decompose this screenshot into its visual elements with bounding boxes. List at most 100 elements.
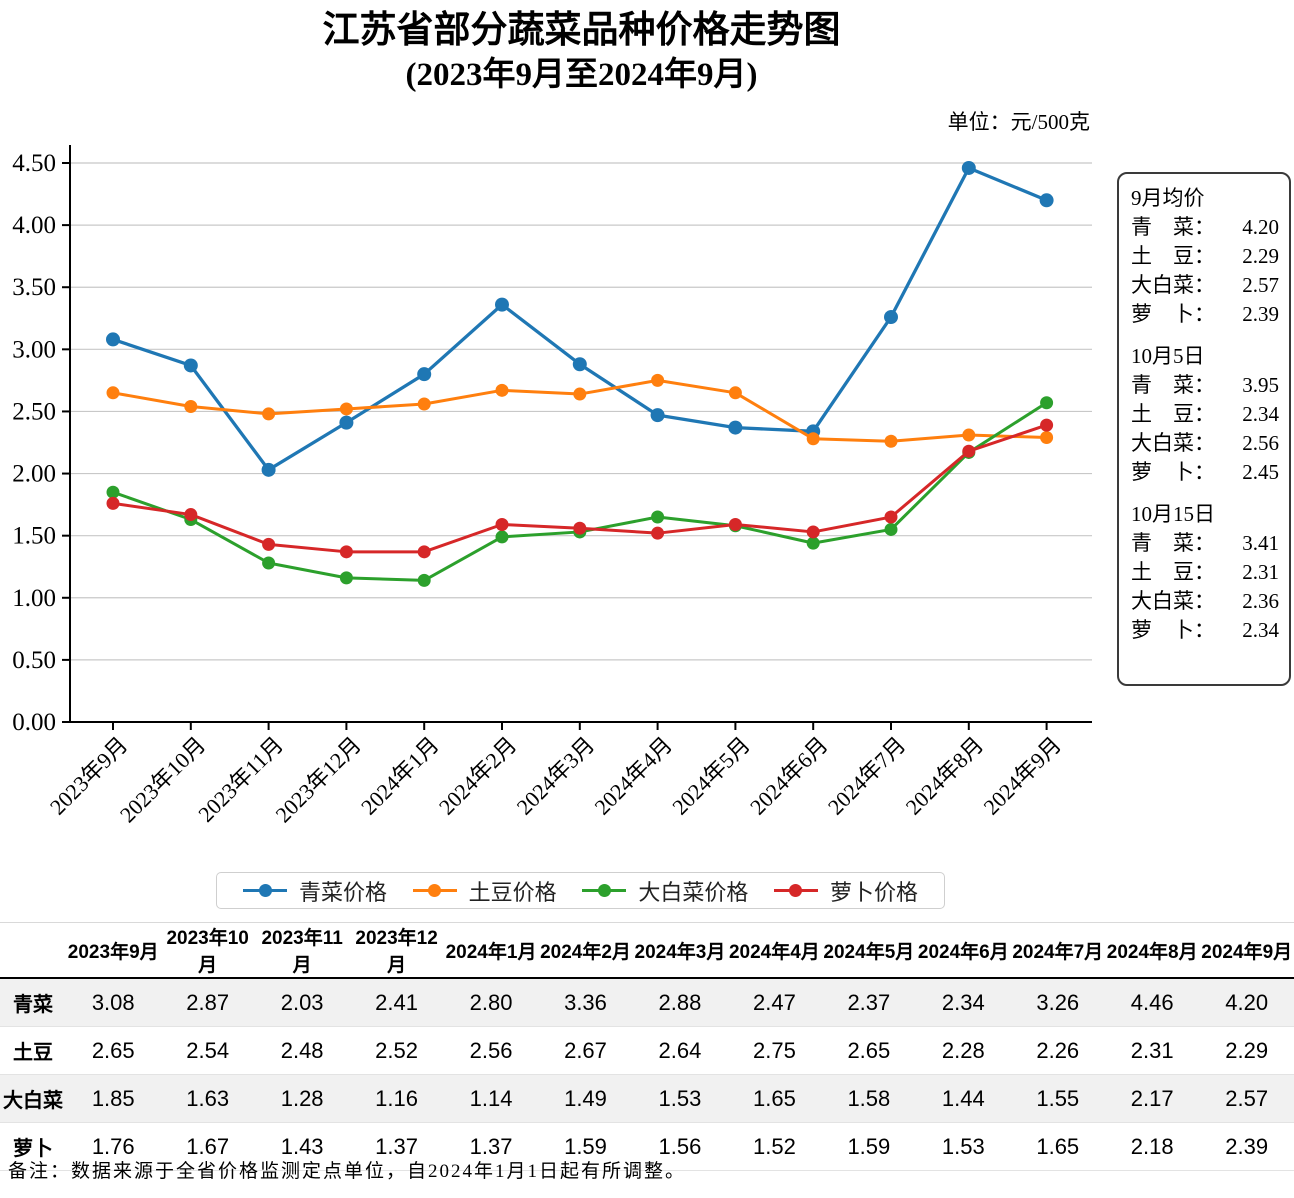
data-point (339, 402, 353, 416)
table-cell: 2.34 (916, 978, 1011, 1027)
data-point (728, 420, 743, 435)
panel-row: 大白菜： 2.36 (1131, 587, 1279, 616)
x-axis-label: 2024年3月 (512, 732, 600, 820)
panel-row-label: 萝 卜： (1131, 302, 1215, 326)
table-cell: 1.28 (254, 1074, 350, 1123)
table-cell: 1.52 (727, 1122, 822, 1171)
data-point (184, 508, 198, 522)
panel-row-label: 萝 卜： (1131, 618, 1215, 642)
data-point (884, 434, 898, 448)
table-header-cell: 2024年6月 (916, 922, 1011, 979)
panel-row-label: 大白菜： (1131, 589, 1215, 613)
table-header-cell: 2024年7月 (1010, 922, 1105, 979)
data-point (417, 367, 432, 382)
data-point (417, 573, 431, 587)
table-cell: 1.63 (160, 1074, 255, 1123)
panel-row-value: 2.29 (1242, 244, 1279, 268)
x-axis-label: 2024年8月 (901, 732, 989, 820)
table-row: 大白菜 1.85 1.63 1.28 1.16 1.14 1.49 1.53 1.65 1.58 1… (0, 1074, 1294, 1123)
x-axis-label: 2023年12月 (270, 732, 365, 827)
panel-section-heading: 9月均价 (1131, 186, 1205, 210)
table-header-cell: 2023年9月 (66, 922, 161, 979)
table-cell: 1.56 (632, 1122, 728, 1171)
table-cell: 2.80 (443, 978, 539, 1027)
table-cell: 2.88 (632, 978, 728, 1027)
panel-row: 萝 卜： 2.45 (1131, 458, 1279, 487)
panel-row-value: 2.34 (1242, 618, 1279, 642)
x-axis-label: 2024年5月 (667, 732, 755, 820)
panel-row: 大白菜： 2.57 (1131, 271, 1279, 300)
panel-row: 青 菜： 3.95 (1131, 371, 1279, 400)
panel-row-label: 土 豆： (1131, 402, 1215, 426)
panel-section: 10月15日青 菜： 3.41 土 豆： 2.31 大白菜： 2.36 萝 卜： 2.34 (1131, 500, 1279, 645)
table-cell: 2.41 (349, 978, 444, 1027)
data-point (106, 485, 120, 499)
panel-row: 青 菜： 3.41 (1131, 529, 1279, 558)
panel-row-value: 3.95 (1242, 373, 1279, 397)
legend-dot (789, 884, 803, 897)
data-point (339, 545, 353, 559)
table-cell: 1.76 (66, 1122, 161, 1171)
data-point (184, 399, 198, 413)
legend-item: 青菜价格 (243, 875, 387, 907)
table-cell: 2.29 (1199, 1026, 1294, 1075)
x-axis-label: 2024年9月 (978, 732, 1066, 820)
panel-row: 土 豆： 2.29 (1131, 242, 1279, 271)
table-header-cell: 2024年1月 (443, 922, 539, 979)
series-line-1 (111, 166, 1049, 472)
data-point (106, 386, 120, 400)
table-cell: 1.59 (821, 1122, 917, 1171)
data-point (884, 522, 898, 536)
table-cell: 2.26 (1010, 1026, 1105, 1075)
panel-row: 大白菜： 2.56 (1131, 429, 1279, 458)
x-axis-label: 2024年2月 (434, 732, 522, 820)
table-header-cell: 2024年2月 (538, 922, 633, 979)
y-axis-label: 2.00 (12, 461, 56, 488)
table-header-cell: 2023年10月 (160, 922, 255, 979)
legend-dot (597, 884, 611, 897)
legend-line-dot-icon (773, 884, 818, 898)
table-cell: 1.44 (916, 1074, 1011, 1123)
legend-item: 大白菜价格 (582, 875, 748, 907)
data-point (961, 160, 976, 175)
data-point (262, 407, 276, 421)
panel-row-value: 2.31 (1242, 560, 1279, 584)
panel-row-label: 萝 卜： (1131, 460, 1215, 484)
panel-section-heading: 10月15日 (1131, 502, 1215, 526)
table-header: 2023年9月 2023年10月 2023年11月 2023年12月 2024年1月 20… (0, 922, 1294, 979)
table-cell: 1.53 (632, 1074, 728, 1123)
table-cell: 2.37 (821, 978, 917, 1027)
table-cell: 1.55 (1010, 1074, 1105, 1123)
x-axis-label: 2024年1月 (356, 732, 444, 820)
panel-row: 青 菜： 4.20 (1131, 213, 1279, 242)
table-cell: 1.37 (443, 1122, 539, 1171)
table-cell: 1.14 (443, 1074, 539, 1123)
table-header-cell: 2024年3月 (632, 922, 728, 979)
data-point (495, 297, 509, 312)
data-point (962, 428, 976, 442)
data-point (573, 387, 587, 401)
table-cell: 2.03 (254, 978, 350, 1027)
table-header-cell: 2024年8月 (1104, 922, 1200, 979)
data-point (806, 432, 820, 446)
table-row: 萝卜 1.76 1.67 1.43 1.37 1.37 1.59 1.56 1.52 1.59 1.… (0, 1122, 1294, 1171)
legend-label: 青菜价格 (299, 879, 388, 905)
table-row-label: 萝卜 (0, 1122, 66, 1171)
data-point (495, 517, 509, 531)
x-axis-label: 2024年4月 (589, 732, 677, 820)
data-point (339, 415, 354, 430)
footnote: 备注：数据来源于全省价格监测定点单位，自2024年1月1日起有所调整。 (8, 1161, 687, 1182)
table-cell: 2.52 (349, 1026, 444, 1075)
table-cell: 2.28 (916, 1026, 1011, 1075)
data-point (651, 373, 665, 387)
panel-row-label: 大白菜： (1131, 431, 1215, 455)
table-cell: 1.49 (538, 1074, 633, 1123)
table-cell: 2.18 (1104, 1122, 1200, 1171)
y-axis-label: 4.00 (12, 212, 56, 239)
unit-label: 单位：元/500克 (947, 110, 1090, 134)
table-header-cell: 2024年5月 (821, 922, 917, 979)
table-cell: 2.47 (727, 978, 822, 1027)
table-cell: 1.58 (821, 1074, 917, 1123)
legend-label: 土豆价格 (468, 879, 557, 905)
